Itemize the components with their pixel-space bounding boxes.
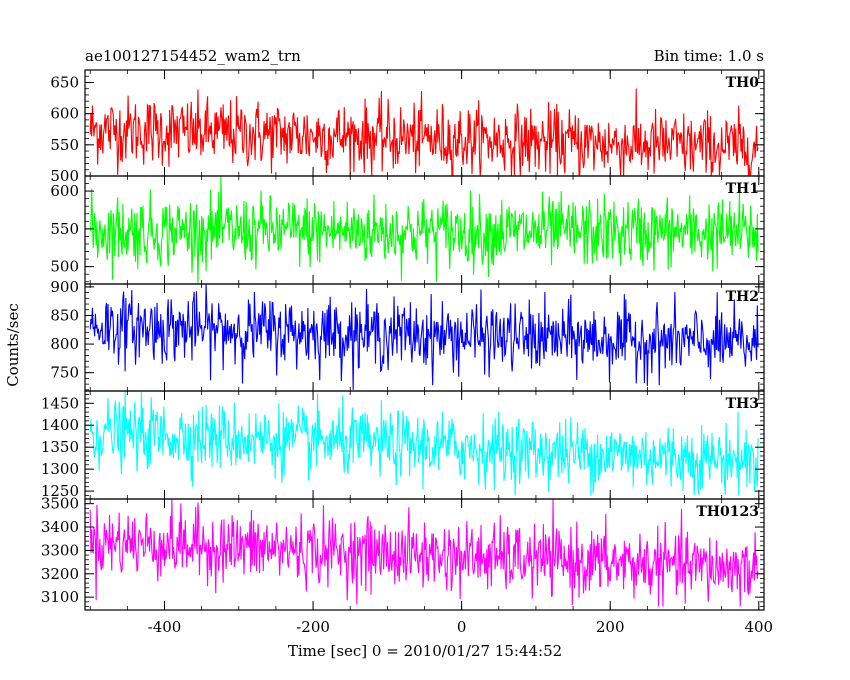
x-axis-title: Time [sec] 0 = 2010/01/27 15:44:52 [288, 642, 562, 660]
y-tick-label: 1300 [41, 460, 79, 478]
y-tick-label: 850 [50, 306, 79, 324]
series-th0123-line [89, 499, 759, 607]
y-tick-label: 900 [50, 278, 79, 296]
x-tick-label: -400 [148, 618, 182, 636]
y-tick-label: 600 [50, 105, 79, 123]
y-axis-title: Counts/sec [4, 303, 22, 387]
y-tick-label: 650 [50, 73, 79, 91]
panel-label-th3: TH3 [726, 396, 759, 412]
panel-th2: 750 800 850 900 TH2 [50, 278, 765, 392]
y-tick-label: 3200 [41, 565, 79, 583]
y-tick-label: 550 [50, 136, 79, 154]
y-tick-label: 3500 [41, 495, 79, 513]
x-tick-label: 0 [457, 618, 467, 636]
panel-th0123: 3100 3200 3300 3400 3500 TH0123 [41, 495, 765, 611]
x-tick-label: 200 [596, 618, 625, 636]
y-tick-label: 600 [50, 182, 79, 200]
chart-title: ae100127154452_wam2_trn [85, 47, 301, 65]
series-th3-line [89, 391, 759, 496]
bin-time-label: Bin time: 1.0 s [654, 47, 764, 65]
y-tick-label: 800 [50, 335, 79, 353]
x-tick-label: -200 [296, 618, 330, 636]
y-tick-label: 1350 [41, 438, 79, 456]
y-tick-label: 3100 [41, 588, 79, 606]
y-tick-label: 750 [50, 364, 79, 382]
y-tick-label: 3300 [41, 541, 79, 559]
panel-th1: 500 550 600 TH1 [50, 175, 765, 285]
panel-th0: 500 550 600 650 TH0 [50, 69, 765, 185]
series-th1-line [89, 176, 759, 284]
y-tick-label: 3400 [41, 518, 79, 536]
panel-th3: 1250 1300 1350 1400 1450 TH3 [41, 390, 765, 500]
y-tick-label: 500 [50, 167, 79, 185]
panel-label-th0123: TH0123 [696, 504, 759, 520]
y-tick-label: 1250 [41, 482, 79, 500]
series-th0-line [89, 88, 759, 176]
x-tick-label: 400 [744, 618, 773, 636]
panel-label-th0: TH0 [726, 75, 760, 91]
y-tick-label: 500 [50, 258, 79, 276]
y-tick-label: 1400 [41, 416, 79, 434]
y-tick-label: 550 [50, 220, 79, 238]
panel-label-th1: TH1 [726, 181, 759, 197]
y-tick-label: 1450 [41, 394, 79, 412]
panel-label-th2: TH2 [726, 289, 759, 305]
panels-group: 500 550 600 650 TH0 500 550 600 TH1 750 800 850 900 T… [41, 69, 773, 636]
series-th2-line [89, 284, 759, 390]
